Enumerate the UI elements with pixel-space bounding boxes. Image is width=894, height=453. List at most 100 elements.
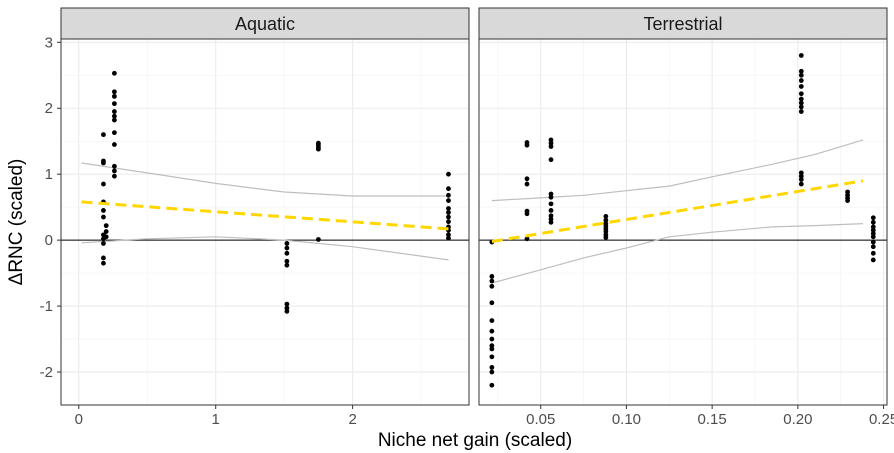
data-point xyxy=(870,231,876,236)
data-point xyxy=(489,274,495,279)
data-point xyxy=(284,245,290,251)
data-point xyxy=(489,369,495,375)
data-point xyxy=(446,192,451,198)
data-point xyxy=(101,255,106,261)
x-tick-label: 2 xyxy=(348,411,356,428)
data-point xyxy=(489,365,495,370)
data-point xyxy=(111,163,117,169)
x-tick-label: 0 xyxy=(75,411,83,428)
facet-strip xyxy=(60,7,470,40)
x-tick-label: 0.20 xyxy=(783,411,812,428)
data-point xyxy=(603,213,609,219)
data-point xyxy=(111,168,117,174)
trend-line xyxy=(491,179,864,243)
data-point xyxy=(446,235,451,241)
data-point xyxy=(548,191,554,197)
data-point xyxy=(798,181,804,187)
data-point xyxy=(489,346,495,352)
data-point xyxy=(870,224,876,230)
data-point xyxy=(315,140,321,146)
data-point xyxy=(798,177,804,182)
panel-terrestrial: Terrestrial 0.05 0.10 0.15 0.20 0.25 xyxy=(478,7,894,428)
data-point xyxy=(284,305,290,311)
ci-lower-line xyxy=(491,223,864,284)
data-point xyxy=(111,130,117,136)
data-point xyxy=(101,181,106,187)
data-point xyxy=(548,201,554,207)
data-point xyxy=(446,210,451,215)
data-point xyxy=(548,213,554,219)
data-point xyxy=(111,142,117,147)
panel-aquatic: Aquatic 0 1 2 xyxy=(60,7,470,428)
data-point xyxy=(446,198,451,203)
data-point xyxy=(446,186,451,192)
data-point xyxy=(446,214,451,220)
data-point xyxy=(798,53,804,58)
data-point xyxy=(101,132,106,138)
data-point xyxy=(111,117,117,123)
data-point xyxy=(548,194,554,200)
data-point xyxy=(548,219,554,225)
data-point xyxy=(111,101,117,107)
data-point xyxy=(603,232,609,238)
data-point xyxy=(870,257,876,263)
data-point xyxy=(446,171,451,177)
data-point xyxy=(111,70,117,76)
y-tick-label: -2 xyxy=(40,364,53,381)
data-point xyxy=(870,250,876,256)
data-point xyxy=(798,100,804,106)
data-point xyxy=(111,89,117,95)
data-point xyxy=(524,208,530,214)
data-point xyxy=(111,109,117,114)
data-point xyxy=(284,301,290,307)
x-tick-label: 0.15 xyxy=(698,411,727,428)
facet-strip-label: Aquatic xyxy=(235,14,295,34)
trend-line xyxy=(81,200,449,231)
data-point xyxy=(284,250,290,256)
data-point xyxy=(798,170,804,176)
data-point xyxy=(101,260,106,266)
data-point xyxy=(315,237,321,242)
ci-upper-line xyxy=(491,139,864,202)
data-point xyxy=(798,91,804,97)
data-point xyxy=(870,215,876,221)
data-point xyxy=(845,192,850,198)
x-tick-label: 0.10 xyxy=(612,411,641,428)
data-point xyxy=(524,181,530,187)
y-axis: -2 -1 0 1 2 3 xyxy=(40,34,61,381)
x-tick-label: 0.05 xyxy=(526,411,555,428)
y-tick-label: 0 xyxy=(45,232,53,249)
data-point xyxy=(446,232,451,238)
data-point xyxy=(798,68,804,74)
data-point xyxy=(798,72,804,78)
data-point xyxy=(489,354,495,360)
data-point xyxy=(489,300,495,306)
ci-upper-line xyxy=(81,162,449,197)
y-tick-label: -1 xyxy=(40,298,53,315)
ci-lower-line xyxy=(81,236,449,261)
data-point xyxy=(603,217,609,223)
data-point xyxy=(798,109,804,114)
facet-strip xyxy=(478,7,888,40)
data-point xyxy=(870,244,876,250)
data-point xyxy=(446,219,451,225)
y-tick-label: 1 xyxy=(45,166,53,183)
data-point xyxy=(870,227,876,233)
data-point xyxy=(111,173,117,179)
data-point xyxy=(548,157,554,163)
x-tick-label: 1 xyxy=(212,411,220,428)
data-point xyxy=(548,216,554,222)
y-tick-label: 2 xyxy=(45,100,53,117)
data-point xyxy=(870,219,876,225)
y-axis-title: ΔRNC (scaled) xyxy=(6,159,27,286)
data-point xyxy=(489,382,495,388)
data-point xyxy=(548,140,554,146)
data-point xyxy=(111,113,117,119)
data-point xyxy=(489,328,495,334)
data-point xyxy=(284,262,290,268)
data-point xyxy=(446,206,451,211)
data-point xyxy=(101,214,106,220)
data-point xyxy=(798,173,804,179)
data-point xyxy=(103,229,109,234)
data-point xyxy=(284,241,290,246)
